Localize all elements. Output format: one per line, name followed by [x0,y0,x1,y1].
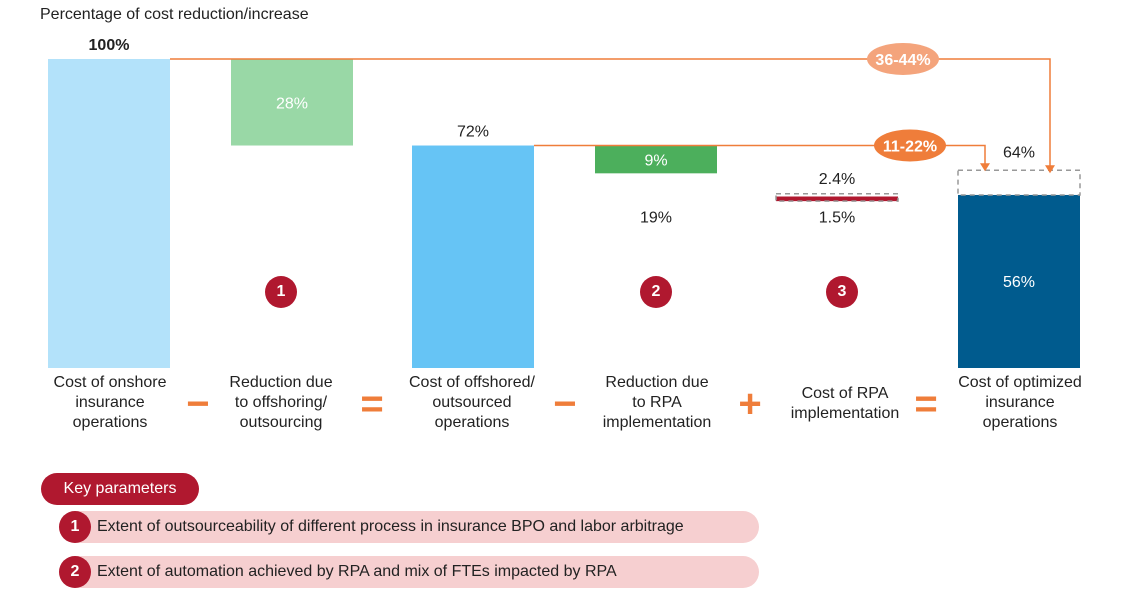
data-annotation: 2.4% [819,171,855,188]
data-annotation: 19% [640,210,672,227]
parameter-badge-2: 2 [640,276,672,308]
callout-connector [534,144,986,165]
arrow-head-icon [980,163,990,172]
parameter-badge-1: 1 [265,276,297,308]
bar-5 [776,196,898,202]
callout-pill [874,129,946,162]
chart-subtitle: Percentage of cost reduction/increase [40,6,309,23]
bar-1 [48,59,170,368]
key-parameter-number: 1 [59,511,91,543]
callout-connector [170,58,1051,167]
data-annotation: 64% [1003,145,1035,162]
bar-value-label: 9% [644,152,667,169]
bar-value-label: 72% [457,124,489,141]
category-label-offshored: Cost of offshored/outsourced operations [409,374,535,431]
bar-2 [231,59,353,146]
category-label-optimized: Cost of optimized insurance operations [958,374,1082,431]
key-parameters-header: Key parameters [41,473,199,505]
callout-range-label: 11-22% [883,139,937,156]
bar-4 [595,145,717,174]
category-label-onshore: Cost of onshore insurance operations [53,374,167,431]
dashed-outline [957,169,1081,196]
key-parameter-row: 2 Extent of automation achieved by RPA a… [59,556,759,588]
arrow-head-icon [1045,165,1055,174]
minus-operator: − [186,382,210,426]
bar-value-label: 28% [276,95,308,112]
bar-3 [412,145,534,368]
bar-6 [958,194,1080,368]
bar-value-label: 100% [89,37,130,54]
key-parameter-number: 2 [59,556,91,588]
key-parameter-row: 1 Extent of outsourceability of differen… [59,511,759,543]
dashed-outline [775,192,899,202]
callout-range-label: 36-44% [875,52,930,69]
equals-operator: = [360,382,384,426]
category-label-rpa-cost: Cost of RPA implementation [790,385,900,422]
parameter-badge-3: 3 [826,276,858,308]
key-parameter-text: Extent of automation achieved by RPA and… [97,563,617,580]
plus-operator: + [738,382,762,426]
minus-operator: − [553,382,577,426]
bar-value-label: 56% [1003,274,1035,291]
category-label-offshoring-reduction: Reduction due to offshoring/outsourcing [229,374,333,431]
category-label-rpa-reduction: Reduction due to RPA implementation [602,374,712,431]
callout-pill [867,43,939,75]
data-annotation: 1.5% [819,210,855,227]
equals-operator: = [914,382,938,426]
key-parameter-text: Extent of outsourceability of different … [97,518,684,535]
